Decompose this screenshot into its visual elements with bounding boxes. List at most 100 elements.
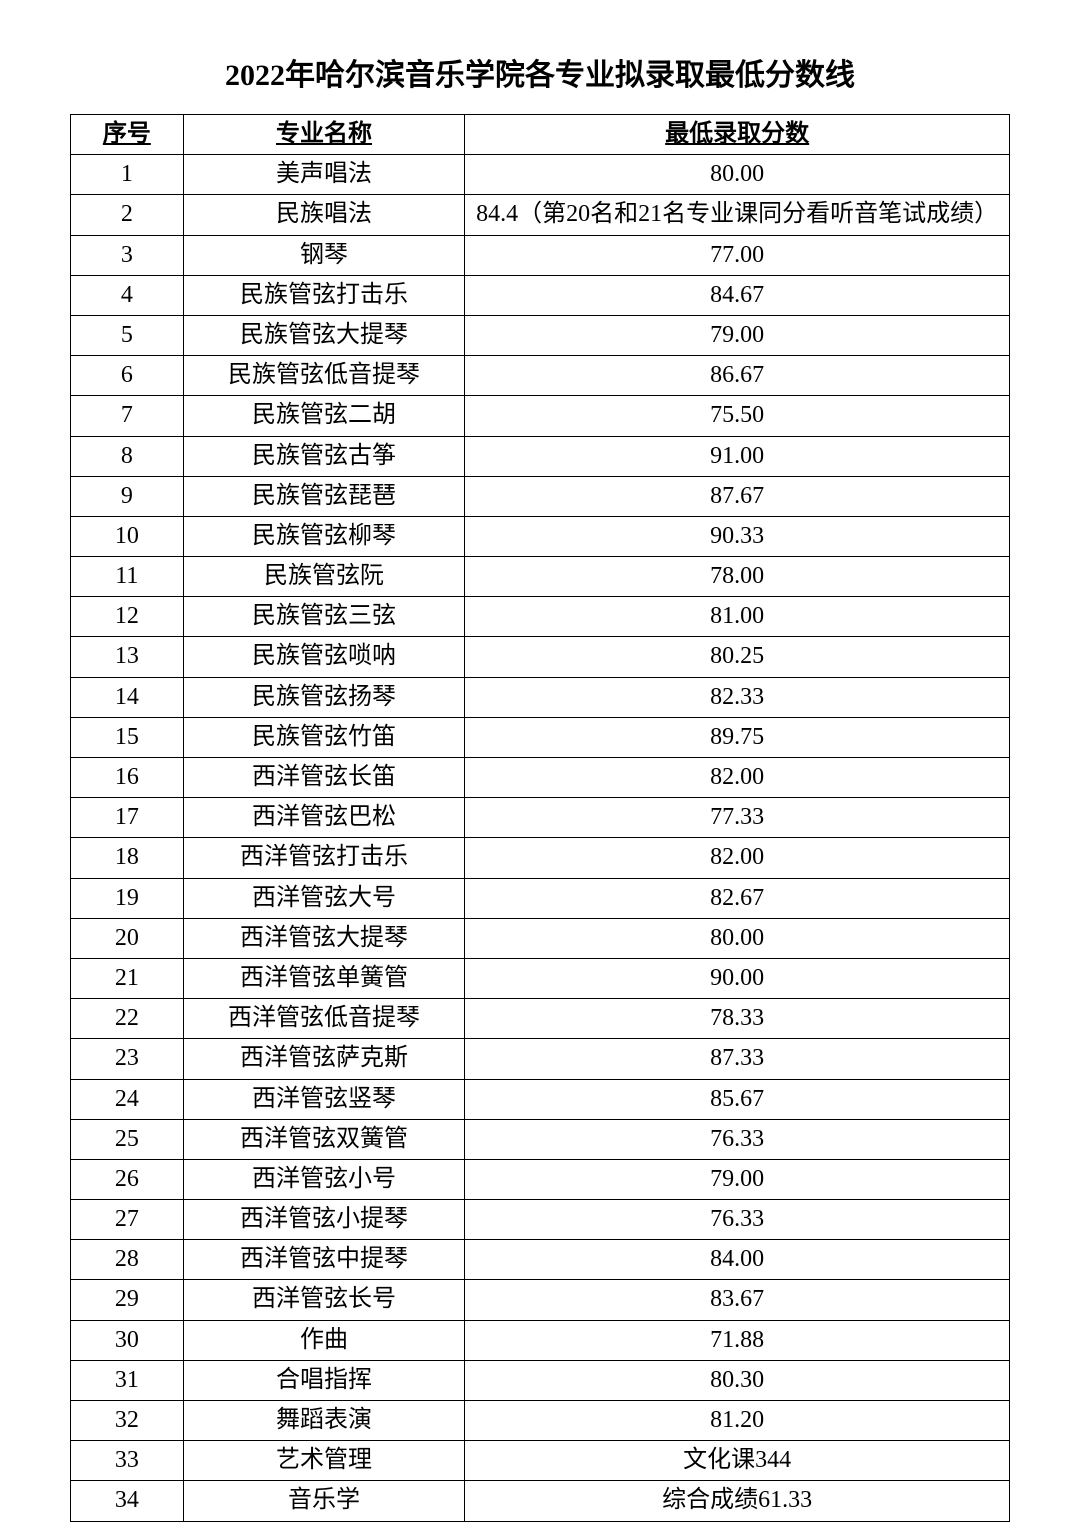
table-row: 15民族管弦竹笛89.75	[71, 717, 1010, 757]
table-row: 33艺术管理文化课344	[71, 1441, 1010, 1481]
cell-index: 28	[71, 1240, 184, 1280]
score-table: 序号 专业名称 最低录取分数 1美声唱法80.002民族唱法84.4（第20名和…	[70, 114, 1010, 1522]
table-row: 19西洋管弦大号82.67	[71, 878, 1010, 918]
table-row: 4民族管弦打击乐84.67	[71, 275, 1010, 315]
cell-major: 西洋管弦竖琴	[183, 1079, 465, 1119]
cell-major: 西洋管弦小号	[183, 1159, 465, 1199]
cell-major: 作曲	[183, 1320, 465, 1360]
cell-score: 75.50	[465, 396, 1010, 436]
table-row: 14民族管弦扬琴82.33	[71, 677, 1010, 717]
cell-score: 78.00	[465, 557, 1010, 597]
cell-score: 79.00	[465, 1159, 1010, 1199]
table-row: 3钢琴77.00	[71, 235, 1010, 275]
header-major: 专业名称	[183, 115, 465, 155]
cell-score: 81.00	[465, 597, 1010, 637]
cell-major: 西洋管弦中提琴	[183, 1240, 465, 1280]
cell-score: 80.00	[465, 918, 1010, 958]
cell-index: 25	[71, 1119, 184, 1159]
cell-major: 西洋管弦长笛	[183, 758, 465, 798]
cell-major: 民族管弦阮	[183, 557, 465, 597]
cell-major: 合唱指挥	[183, 1360, 465, 1400]
table-row: 27西洋管弦小提琴76.33	[71, 1200, 1010, 1240]
cell-index: 20	[71, 918, 184, 958]
cell-index: 8	[71, 436, 184, 476]
cell-major: 民族管弦琵琶	[183, 476, 465, 516]
table-row: 30作曲71.88	[71, 1320, 1010, 1360]
header-score: 最低录取分数	[465, 115, 1010, 155]
cell-index: 31	[71, 1360, 184, 1400]
cell-score: 86.67	[465, 356, 1010, 396]
cell-index: 18	[71, 838, 184, 878]
table-header-row: 序号 专业名称 最低录取分数	[71, 115, 1010, 155]
cell-score: 82.33	[465, 677, 1010, 717]
cell-score: 82.00	[465, 838, 1010, 878]
cell-score: 85.67	[465, 1079, 1010, 1119]
cell-score: 71.88	[465, 1320, 1010, 1360]
cell-index: 32	[71, 1401, 184, 1441]
cell-index: 2	[71, 195, 184, 235]
cell-index: 34	[71, 1481, 184, 1521]
cell-score: 81.20	[465, 1401, 1010, 1441]
cell-score: 90.33	[465, 516, 1010, 556]
cell-major: 西洋管弦长号	[183, 1280, 465, 1320]
cell-major: 民族管弦扬琴	[183, 677, 465, 717]
cell-score: 91.00	[465, 436, 1010, 476]
cell-major: 民族管弦古筝	[183, 436, 465, 476]
cell-index: 23	[71, 1039, 184, 1079]
table-row: 26西洋管弦小号79.00	[71, 1159, 1010, 1199]
cell-score: 82.00	[465, 758, 1010, 798]
cell-index: 16	[71, 758, 184, 798]
cell-major: 西洋管弦萨克斯	[183, 1039, 465, 1079]
cell-score: 84.00	[465, 1240, 1010, 1280]
table-row: 17西洋管弦巴松77.33	[71, 798, 1010, 838]
cell-index: 17	[71, 798, 184, 838]
cell-major: 西洋管弦打击乐	[183, 838, 465, 878]
cell-index: 3	[71, 235, 184, 275]
cell-major: 民族唱法	[183, 195, 465, 235]
cell-index: 29	[71, 1280, 184, 1320]
table-row: 29西洋管弦长号83.67	[71, 1280, 1010, 1320]
cell-index: 13	[71, 637, 184, 677]
cell-major: 西洋管弦小提琴	[183, 1200, 465, 1240]
cell-major: 西洋管弦大号	[183, 878, 465, 918]
cell-score: 87.33	[465, 1039, 1010, 1079]
cell-major: 美声唱法	[183, 155, 465, 195]
table-row: 18西洋管弦打击乐82.00	[71, 838, 1010, 878]
cell-score: 综合成绩61.33	[465, 1481, 1010, 1521]
cell-index: 5	[71, 315, 184, 355]
cell-score: 84.4（第20名和21名专业课同分看听音笔试成绩）	[465, 195, 1010, 235]
cell-major: 西洋管弦巴松	[183, 798, 465, 838]
cell-major: 西洋管弦双簧管	[183, 1119, 465, 1159]
cell-score: 84.67	[465, 275, 1010, 315]
cell-index: 24	[71, 1079, 184, 1119]
cell-major: 民族管弦三弦	[183, 597, 465, 637]
cell-major: 民族管弦竹笛	[183, 717, 465, 757]
page-title: 2022年哈尔滨音乐学院各专业拟录取最低分数线	[70, 50, 1010, 94]
cell-index: 14	[71, 677, 184, 717]
cell-major: 民族管弦大提琴	[183, 315, 465, 355]
cell-major: 西洋管弦低音提琴	[183, 999, 465, 1039]
table-row: 31合唱指挥80.30	[71, 1360, 1010, 1400]
cell-index: 22	[71, 999, 184, 1039]
table-row: 1美声唱法80.00	[71, 155, 1010, 195]
table-row: 7民族管弦二胡75.50	[71, 396, 1010, 436]
cell-index: 27	[71, 1200, 184, 1240]
table-row: 23西洋管弦萨克斯87.33	[71, 1039, 1010, 1079]
cell-index: 33	[71, 1441, 184, 1481]
cell-score: 78.33	[465, 999, 1010, 1039]
cell-score: 82.67	[465, 878, 1010, 918]
table-row: 13民族管弦唢呐80.25	[71, 637, 1010, 677]
cell-score: 77.00	[465, 235, 1010, 275]
cell-index: 19	[71, 878, 184, 918]
table-row: 20西洋管弦大提琴80.00	[71, 918, 1010, 958]
table-row: 11民族管弦阮78.00	[71, 557, 1010, 597]
cell-major: 民族管弦二胡	[183, 396, 465, 436]
cell-index: 21	[71, 958, 184, 998]
header-index: 序号	[71, 115, 184, 155]
cell-index: 4	[71, 275, 184, 315]
cell-major: 西洋管弦大提琴	[183, 918, 465, 958]
cell-index: 15	[71, 717, 184, 757]
cell-score: 76.33	[465, 1200, 1010, 1240]
table-row: 12民族管弦三弦81.00	[71, 597, 1010, 637]
cell-score: 79.00	[465, 315, 1010, 355]
